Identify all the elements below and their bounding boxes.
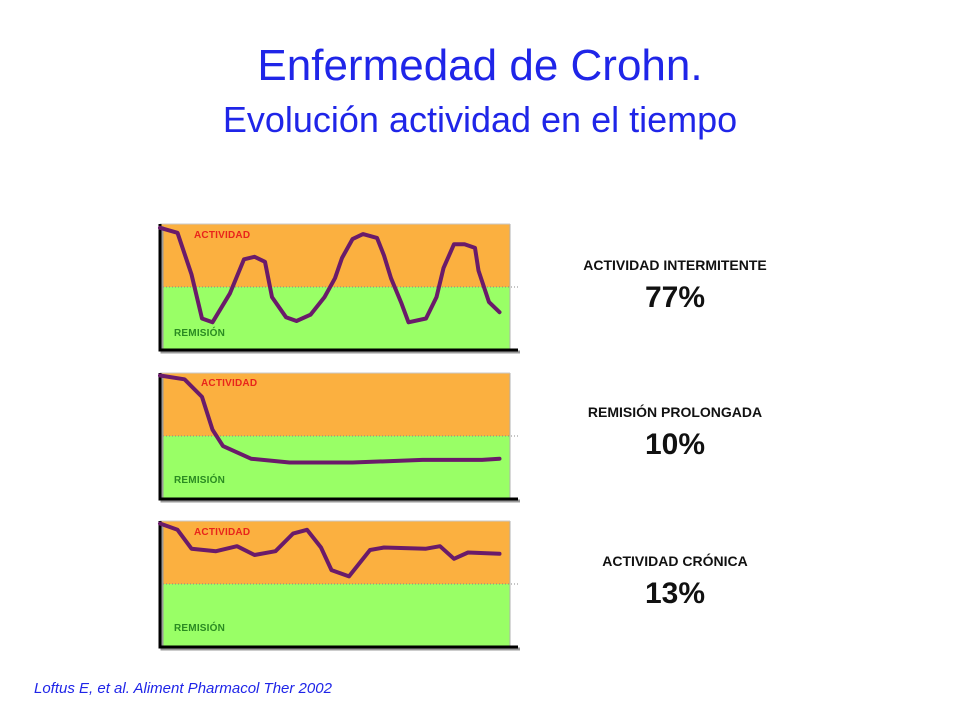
remission-zone-label: REMISIÓN [174, 328, 226, 339]
activity-zone [160, 373, 510, 436]
axes [158, 373, 518, 501]
stat-label: ACTIVIDAD INTERMITENTE [583, 257, 767, 273]
slide-subtitle: Evolución actividad en el tiempo [222, 99, 738, 140]
slide-title: Enfermedad de Crohn. [257, 41, 703, 90]
axis-shadow [160, 226, 520, 354]
activity-graph-chronic [158, 520, 520, 651]
remission-zone-label: REMISIÓN [174, 623, 226, 634]
activity-panel-prolonged-remission: ACTIVIDAD REMISIÓN [150, 367, 530, 507]
remission-zone [160, 584, 510, 647]
axis-shadow [160, 375, 520, 503]
remission-zone [160, 436, 510, 499]
activity-zone-label: ACTIVIDAD [194, 527, 251, 538]
stat-intermittent: ACTIVIDAD INTERMITENTE 77% [540, 256, 810, 318]
activity-panel-intermittent: ACTIVIDAD REMISIÓN [150, 218, 530, 358]
remission-zone-label: REMISIÓN [174, 475, 226, 486]
stat-percentage: 13% [644, 577, 706, 610]
activity-curve [158, 225, 502, 325]
stat-percentage: 10% [644, 428, 706, 461]
activity-curve [158, 521, 502, 579]
citation: Loftus E, et al. Aliment Pharmacol Ther … [34, 680, 332, 697]
stat-label: ACTIVIDAD CRÓNICA [602, 553, 748, 569]
stat-label: REMISIÓN PROLONGADA [587, 404, 763, 420]
stat-chronic: ACTIVIDAD CRÓNICA 13% [540, 552, 810, 614]
axes [158, 521, 518, 649]
axes [158, 224, 518, 352]
activity-zone-label: ACTIVIDAD [194, 230, 251, 241]
stat-percentage: 77% [644, 281, 706, 314]
activity-curve [158, 373, 502, 465]
activity-graph-prolonged-remission [158, 372, 520, 503]
axis-shadow [160, 523, 520, 651]
activity-zone-label: ACTIVIDAD [201, 378, 258, 389]
activity-graph-intermittent [158, 223, 520, 354]
activity-panel-chronic: ACTIVIDAD REMISIÓN [150, 515, 530, 655]
remission-zone [160, 287, 510, 350]
stat-prolonged-remission: REMISIÓN PROLONGADA 10% [540, 403, 810, 465]
